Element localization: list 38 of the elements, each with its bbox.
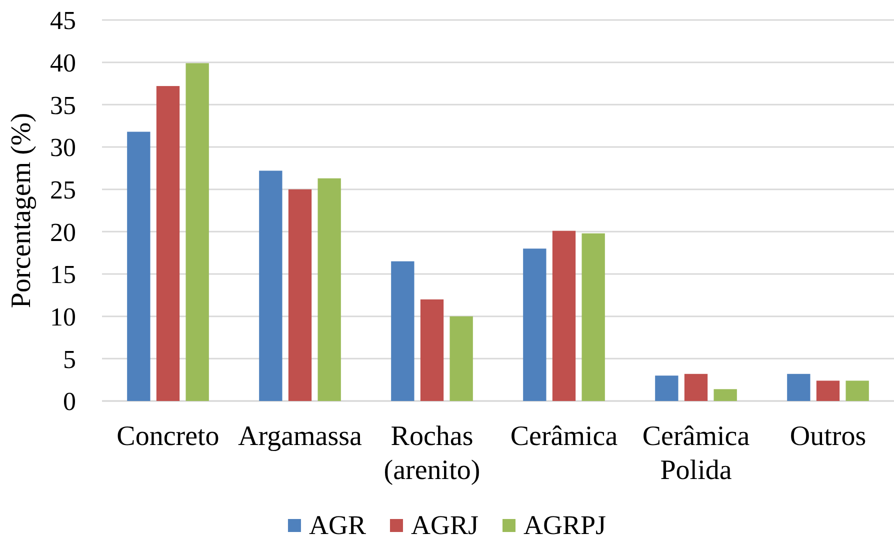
x-tick-label: Cerâmica [510, 421, 618, 452]
x-tick-label: Rochas (arenito) [384, 421, 480, 486]
y-tick-label: 45 [50, 6, 76, 36]
x-tick-label: Argamassa [238, 421, 363, 452]
bar [523, 248, 546, 401]
bar [420, 299, 444, 401]
y-tick-label: 30 [50, 133, 76, 162]
y-tick-label: 40 [50, 48, 76, 78]
x-tick-label: Outros [790, 421, 866, 452]
x-tick-label: Concreto [116, 421, 220, 452]
y-axis-title: Porcentagem (%) [6, 112, 37, 308]
bar [450, 316, 473, 401]
bar [816, 380, 840, 401]
bar [846, 380, 869, 401]
bar [714, 389, 737, 401]
bar [127, 132, 150, 401]
legend-label: AGRJ [410, 510, 478, 540]
y-tick-label: 35 [50, 90, 76, 120]
bar [156, 86, 180, 401]
bar [186, 63, 209, 401]
x-tick-label: Cerâmica Polida [642, 421, 750, 486]
y-tick-label: 15 [50, 260, 76, 290]
legend-label: AGR [308, 510, 366, 540]
legend-label: AGRPJ [524, 510, 606, 540]
y-tick-label: 20 [50, 218, 76, 247]
bar [552, 230, 576, 401]
y-tick-label: 25 [50, 175, 76, 204]
bar [288, 189, 312, 401]
bar [787, 374, 810, 401]
y-tick-label: 10 [50, 302, 76, 332]
y-tick-label: 0 [63, 387, 76, 416]
y-tick-label: 5 [63, 344, 76, 374]
bar [318, 178, 341, 401]
bar [582, 233, 605, 401]
bar [684, 374, 708, 401]
bar [655, 376, 678, 401]
bar [391, 261, 414, 401]
bar [259, 170, 282, 401]
